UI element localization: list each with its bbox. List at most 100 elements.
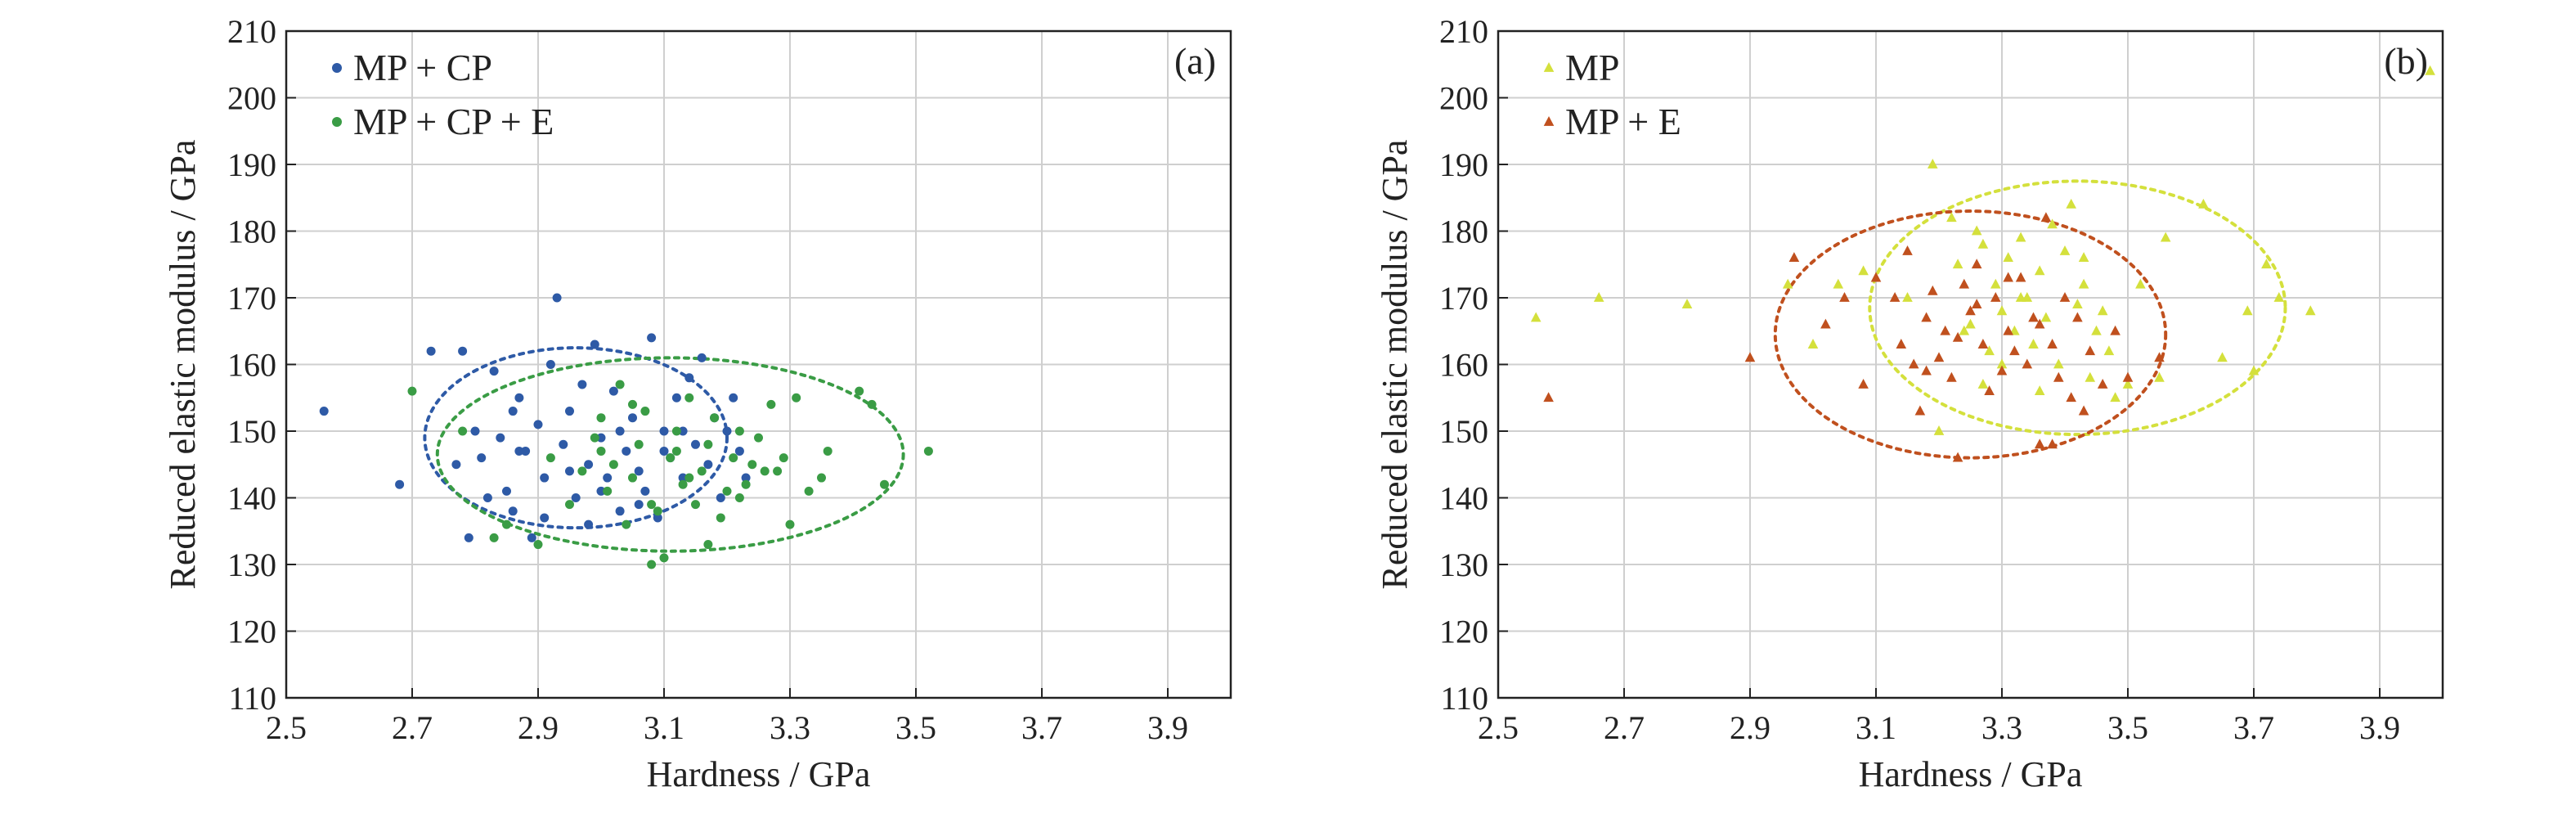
data-point-mp-cp-e xyxy=(640,407,650,416)
data-point-mp-cp xyxy=(615,506,625,516)
data-point-mp-cp-e xyxy=(684,473,694,483)
y-tick-label: 210 xyxy=(227,13,276,50)
y-tick-label: 140 xyxy=(1439,480,1488,517)
y-tick-label: 170 xyxy=(227,280,276,317)
legend-marker-mp-cp-e xyxy=(332,117,342,127)
data-point-mp-cp xyxy=(508,407,518,416)
y-tick-labels-a: 110 120 130 140 150 160 170 180 190 200 210 xyxy=(227,13,276,717)
data-point-mp-cp-e xyxy=(703,439,713,449)
data-point-mp xyxy=(1952,259,1963,269)
data-point-mp-cp xyxy=(426,346,436,356)
data-point-mp-e xyxy=(2066,392,2076,403)
data-point-mp-cp xyxy=(458,346,468,356)
x-tick-label: 3.1 xyxy=(1856,709,1896,746)
data-point-mp-e xyxy=(1744,352,1756,362)
x-tick-labels-a: 2.5 2.7 2.9 3.1 3.3 3.5 3.7 3.9 xyxy=(266,709,1188,746)
data-point-mp xyxy=(2091,325,2102,335)
data-point-mp-cp xyxy=(565,407,574,416)
data-point-mp-cp-e xyxy=(684,393,694,403)
data-point-mp-cp-e xyxy=(671,426,681,436)
y-tick-labels-b: 110 120 130 140 150 160 170 180 190 200 210 xyxy=(1439,13,1488,717)
data-point-mp-cp-e xyxy=(792,393,801,403)
data-point-mp-cp xyxy=(608,386,618,396)
data-point-mp-cp-e xyxy=(678,479,688,489)
data-point-mp-e xyxy=(1952,452,1963,462)
y-tick-label: 160 xyxy=(227,347,276,384)
data-point-mp-e xyxy=(1928,285,1938,295)
panel-label-a: (a) xyxy=(1174,40,1216,82)
data-point-mp-cp xyxy=(640,486,650,496)
data-point-mp-cp xyxy=(477,453,487,463)
data-point-mp-e xyxy=(1959,278,1970,289)
data-point-mp-cp-e xyxy=(671,446,681,456)
data-point-mp-e xyxy=(2034,318,2045,329)
x-tick-label: 2.9 xyxy=(1730,709,1770,746)
data-point-mp xyxy=(2103,345,2115,356)
y-tick-label: 180 xyxy=(1439,214,1488,250)
data-point-mp xyxy=(2047,218,2058,229)
data-point-mp-cp xyxy=(451,460,461,470)
data-point-mp xyxy=(1928,159,1938,169)
data-point-mp-cp xyxy=(615,426,625,436)
data-point-mp xyxy=(2198,198,2209,209)
x-tick-label: 3.1 xyxy=(644,709,684,746)
data-point-mp-e xyxy=(2009,345,2020,356)
data-point-mp-e xyxy=(2003,272,2013,282)
data-point-mp-cp-e xyxy=(785,519,795,529)
data-point-mp-cp-e xyxy=(647,560,657,569)
confidence-ellipse-mp-cp-e xyxy=(435,356,905,553)
data-point-mp-cp xyxy=(584,519,594,529)
data-point-mp-cp xyxy=(552,293,562,303)
y-tick-label: 210 xyxy=(1439,13,1488,50)
y-tick-label: 150 xyxy=(227,413,276,450)
y-tick-label: 190 xyxy=(227,146,276,183)
x-tick-label: 2.5 xyxy=(266,709,307,746)
data-point-mp-e xyxy=(1839,292,1850,302)
data-point-mp xyxy=(2135,278,2146,289)
data-point-mp-cp xyxy=(647,333,657,343)
y-tick-label: 150 xyxy=(1439,413,1488,450)
data-point-mp-cp-e xyxy=(855,386,864,396)
data-point-mp xyxy=(1593,292,1604,302)
data-point-mp-cp-e xyxy=(734,493,744,502)
panel-label-b: (b) xyxy=(2384,40,2428,82)
data-point-mp-cp xyxy=(527,533,536,542)
x-tick-label: 3.9 xyxy=(1147,709,1188,746)
data-point-mp-e xyxy=(2003,325,2013,335)
data-point-mp-cp-e xyxy=(804,486,814,496)
data-point-mp-e xyxy=(2053,371,2064,382)
data-point-mp-e xyxy=(1965,305,1976,316)
data-point-mp-cp-e xyxy=(458,426,468,436)
data-point-mp-e xyxy=(1933,352,1945,362)
data-point-mp xyxy=(1782,278,1793,289)
data-point-mp-cp xyxy=(577,380,587,389)
data-point-mp-cp-e xyxy=(565,500,574,510)
data-point-mp xyxy=(2034,385,2045,395)
data-point-mp-cp xyxy=(659,446,669,456)
data-point-mp-cp-e xyxy=(545,453,555,463)
data-point-mp-cp xyxy=(684,373,694,383)
data-point-mp-cp xyxy=(659,426,669,436)
data-point-mp-cp-e xyxy=(615,380,625,389)
data-point-mp xyxy=(1996,358,2008,369)
data-point-mp xyxy=(2242,305,2253,316)
legend-marker-mp-e xyxy=(1543,116,1555,126)
y-tick-label: 130 xyxy=(227,546,276,583)
data-point-mp xyxy=(2066,198,2076,209)
x-tick-label: 3.7 xyxy=(2233,709,2274,746)
data-point-mp-cp xyxy=(514,446,524,456)
data-point-mp-e xyxy=(2040,212,2052,223)
data-point-mp-e xyxy=(1858,378,1869,389)
data-point-mp-cp-e xyxy=(596,413,606,423)
data-point-mp-e xyxy=(1543,392,1554,403)
data-point-mp-e xyxy=(2072,312,2083,322)
data-point-mp-cp-e xyxy=(766,399,776,409)
data-point-mp-cp-e xyxy=(747,460,757,470)
data-point-mp-cp xyxy=(395,479,405,489)
data-point-mp-cp xyxy=(716,493,725,502)
data-point-mp-cp xyxy=(678,473,688,483)
data-point-mp-e xyxy=(1984,385,1995,395)
data-point-mp-cp xyxy=(603,473,613,483)
data-point-mp-cp xyxy=(464,533,473,542)
data-point-mp-cp-e xyxy=(697,466,707,476)
